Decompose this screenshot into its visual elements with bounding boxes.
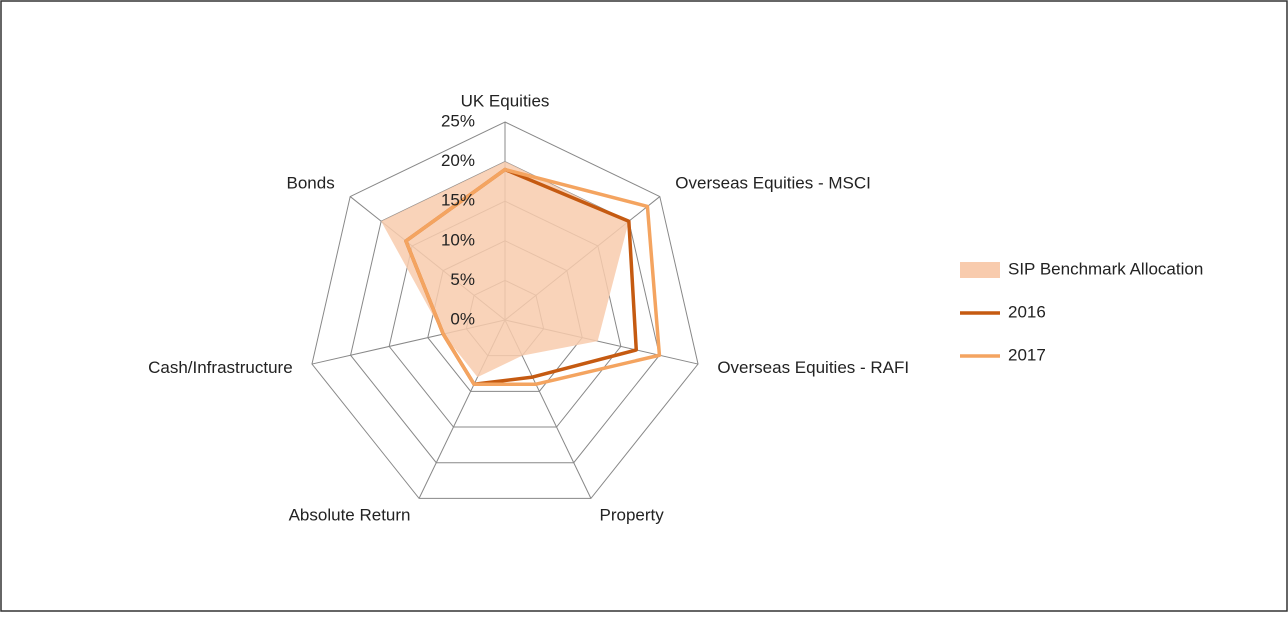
r-tick-label: 25% xyxy=(441,111,475,130)
r-tick-label: 15% xyxy=(441,191,475,210)
category-label: UK Equities xyxy=(461,92,550,111)
category-label: Bonds xyxy=(287,174,335,193)
legend-label: SIP Benchmark Allocation xyxy=(1008,259,1203,278)
category-label: Absolute Return xyxy=(289,506,411,525)
legend-label: 2016 xyxy=(1008,302,1046,321)
r-tick-label: 20% xyxy=(441,151,475,170)
r-tick-label: 10% xyxy=(441,230,475,249)
grid-line xyxy=(350,161,660,464)
legend-swatch xyxy=(960,262,1000,278)
grid-line xyxy=(311,121,699,499)
category-label: Overseas Equities - MSCI xyxy=(675,174,871,193)
category-label: Property xyxy=(599,506,664,525)
series-line xyxy=(404,167,662,386)
r-tick-label: 0% xyxy=(450,309,475,328)
category-label: Cash/Infrastructure xyxy=(148,358,293,377)
r-tick-label: 5% xyxy=(450,270,475,289)
category-label: Overseas Equities - RAFI xyxy=(717,358,909,377)
legend-label: 2017 xyxy=(1008,345,1046,364)
